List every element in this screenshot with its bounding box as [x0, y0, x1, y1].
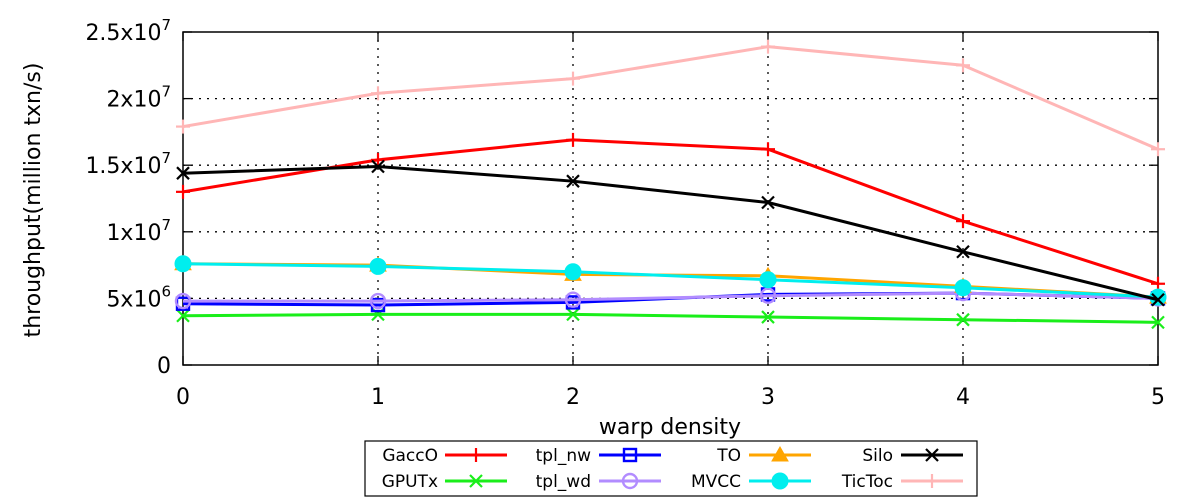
legend-item-tictoc: TicToc	[841, 472, 963, 492]
series-mvcc	[174, 255, 1167, 306]
legend-marker	[469, 474, 483, 488]
data-point	[371, 159, 385, 174]
data-point	[566, 307, 580, 322]
y-axis-title: throughput(million txn/s)	[21, 63, 46, 338]
series-gputx	[176, 307, 1165, 330]
data-point	[956, 312, 970, 327]
data-point	[176, 119, 190, 134]
legend-item-gputx: GPUTx	[382, 472, 507, 492]
x-tick-label: 1	[371, 385, 385, 410]
legend-marker	[622, 447, 638, 463]
data-point	[761, 39, 775, 54]
y-tick-label: 5x106	[106, 282, 171, 312]
data-point	[174, 255, 192, 273]
x-tick-label: 3	[761, 385, 775, 410]
legend-marker	[925, 448, 939, 462]
legend-label: tpl_wd	[536, 472, 591, 492]
data-point	[564, 291, 582, 308]
data-point	[371, 86, 385, 101]
x-axis-title: warp density	[599, 415, 741, 440]
series-lines	[174, 39, 1167, 330]
series-tictoc	[176, 39, 1165, 157]
legend-item-silo: Silo	[862, 446, 963, 466]
legend-marker	[771, 472, 789, 490]
legend-label: TO	[716, 446, 741, 466]
data-point	[1151, 292, 1165, 307]
data-point	[956, 58, 970, 73]
data-point	[564, 263, 582, 281]
legend-item-mvcc: MVCC	[691, 472, 811, 492]
data-point	[176, 184, 190, 199]
data-point	[954, 279, 972, 297]
data-point	[176, 166, 190, 180]
legend-label: Silo	[862, 446, 893, 466]
data-point	[566, 71, 580, 86]
series-line	[182, 312, 1159, 324]
x-tick-label: 4	[956, 385, 970, 410]
data-point	[174, 292, 192, 310]
data-point	[1151, 142, 1165, 157]
y-tick-label: 0	[157, 354, 171, 379]
legend-label: MVCC	[691, 472, 741, 492]
legend: GaccO GPUTx tpl_nw tpl_wd TO MVCC Silo TicToc	[364, 440, 978, 497]
y-tick-label: 2x107	[106, 83, 171, 113]
legend-marker	[771, 445, 789, 462]
data-point	[759, 287, 777, 304]
data-point	[956, 214, 970, 229]
legend-marker	[621, 472, 639, 490]
data-point	[566, 174, 580, 188]
x-tick-label: 0	[176, 385, 190, 410]
series-gacco	[176, 132, 1165, 291]
legend-marker	[469, 448, 483, 462]
x-tick-label: 2	[566, 385, 580, 410]
legend-label: tpl_nw	[536, 446, 591, 466]
y-tick-label: 1x107	[106, 216, 171, 246]
series-line	[183, 291, 1159, 303]
data-point	[369, 292, 387, 310]
data-point	[1151, 315, 1165, 330]
data-point	[566, 132, 580, 147]
data-point	[371, 152, 385, 167]
legend-marker	[925, 474, 939, 488]
data-point	[369, 257, 387, 275]
series-line	[182, 262, 1159, 299]
data-point	[956, 245, 970, 259]
y-tick-label: 1.5x107	[85, 149, 171, 179]
axis-ticks: 0 5x106 1x107 1.5x107 2x107 2.5x107 0 1 2 3 4 5	[85, 16, 1165, 410]
legend-item-to: TO	[716, 445, 811, 466]
legend-box	[364, 440, 978, 497]
legend-label: GaccO	[382, 446, 438, 466]
series-line	[182, 165, 1159, 302]
series-silo	[176, 159, 1165, 307]
x-tick-label: 5	[1151, 385, 1165, 410]
series-line	[182, 45, 1159, 151]
data-point	[761, 142, 775, 157]
legend-item-tpl-nw: tpl_nw	[536, 446, 661, 466]
data-point	[761, 195, 775, 210]
legend-label: TicToc	[841, 472, 893, 492]
data-point	[176, 308, 190, 323]
data-point	[759, 271, 777, 289]
series-line	[182, 262, 1159, 299]
legend-item-tpl-wd: tpl_wd	[536, 472, 661, 492]
legend-label: GPUTx	[382, 472, 438, 492]
series-line	[182, 138, 1159, 286]
legend-item-gacco: GaccO	[382, 446, 507, 466]
data-point	[761, 310, 775, 324]
y-tick-label: 2.5x107	[85, 16, 171, 46]
